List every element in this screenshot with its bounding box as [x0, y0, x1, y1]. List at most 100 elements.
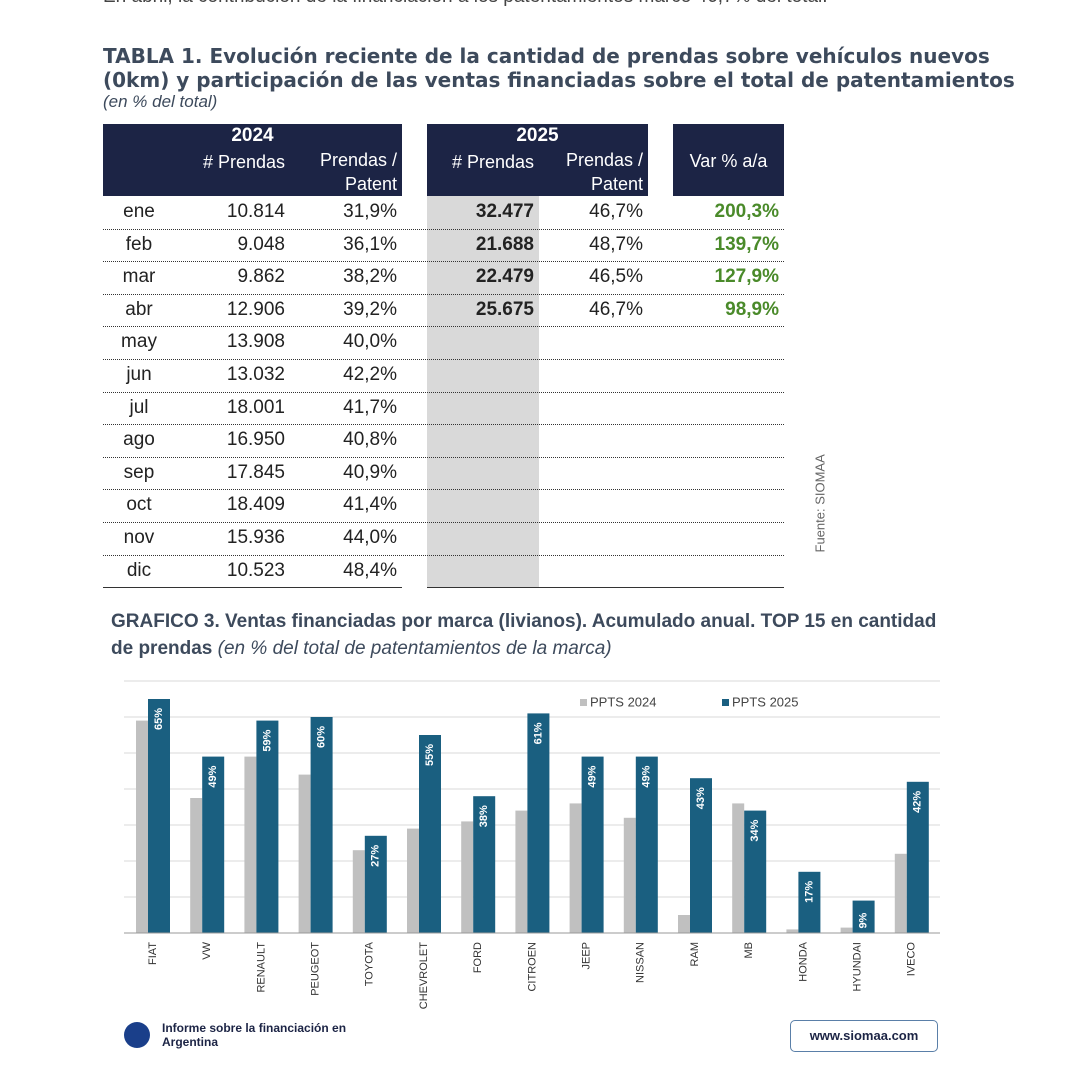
data-label: 43% [695, 787, 707, 809]
bar [569, 803, 582, 933]
x-tick-label: VW [201, 941, 213, 959]
chart: 65% FIAT 49% VW 59% RENAULT 60% PEUGEOT 27% TOYOT… [124, 680, 940, 1009]
table-cell: 10.814 [226, 201, 285, 222]
x-tick-label: JEEP [581, 942, 593, 970]
row-separator [103, 359, 784, 360]
bar [256, 720, 279, 933]
table-cell: dic [126, 559, 152, 581]
logo [124, 1022, 150, 1048]
row-separator [103, 293, 784, 295]
bar [515, 810, 528, 933]
chart-title: GRAFICO 3. Ventas financiadas por marca … [111, 611, 937, 659]
table-cell: 39,2% [343, 298, 397, 320]
bar [690, 778, 712, 933]
bar [407, 828, 419, 933]
brand: Informe sobre la financiación en Argenti… [162, 1021, 347, 1049]
table-cell: 139,7% [714, 233, 779, 255]
year-header: 2024 [231, 125, 274, 146]
row-separator [103, 261, 784, 263]
bar [202, 756, 225, 933]
bar [581, 756, 604, 933]
data-label: 60% [316, 726, 328, 748]
table-cell: 200,3% [714, 201, 779, 222]
x-tick-label: HONDA [797, 941, 809, 981]
table-cell: 46,7% [589, 298, 643, 320]
data-label: 49% [641, 765, 653, 787]
table-cell: 18.001 [226, 396, 285, 418]
header-block [427, 124, 648, 196]
row-separator [103, 554, 784, 556]
data-label: 65% [153, 708, 165, 730]
url[interactable]: www.siomaa.com [790, 1020, 938, 1052]
legend-label: PPTS 2024 [590, 694, 657, 709]
x-tick-label: RENAULT [255, 942, 267, 993]
bar [852, 900, 875, 933]
bar [840, 927, 853, 933]
data-label: 49% [587, 765, 599, 787]
table-cell: 48,7% [589, 233, 643, 255]
data-label: 9% [858, 912, 870, 928]
table-cell: 41,4% [343, 494, 397, 516]
table-cell: 18.409 [226, 494, 285, 516]
header-block [103, 124, 402, 196]
bar [786, 929, 799, 933]
bar [352, 850, 365, 933]
data-label: 27% [370, 845, 382, 867]
table-cell: 36,1% [343, 233, 397, 255]
column-header: Prendas / Patent [319, 150, 397, 194]
year-header: 2025 [516, 125, 559, 146]
bar [310, 717, 333, 933]
table-cell: 46,5% [589, 266, 643, 288]
column-header: Prendas / Patent [565, 150, 643, 194]
table-cell: 13.032 [226, 364, 285, 385]
table-cell: 9.048 [237, 233, 285, 255]
intro-text: En abril, la contribución de la financia… [103, 0, 828, 8]
table-subtitle: (en % del total) [103, 92, 218, 111]
row-separator [103, 456, 784, 458]
table-cell: 15.936 [226, 527, 285, 548]
legend-swatch [580, 699, 587, 706]
data-label: 55% [424, 744, 436, 766]
legend-swatch [722, 699, 729, 706]
row-separator [103, 391, 784, 393]
table-cell: 40,0% [343, 331, 397, 353]
row-separator [103, 489, 784, 491]
row-separator [103, 522, 784, 523]
table-cell: mar [122, 266, 156, 288]
table-cell: 12.906 [226, 298, 285, 320]
bar [527, 713, 550, 933]
x-tick-label: FORD [472, 942, 484, 973]
x-tick-label: FIAT [147, 942, 159, 965]
table-cell: sep [123, 461, 155, 483]
x-tick-label: RAM [689, 942, 701, 966]
legend-label: PPTS 2025 [732, 694, 799, 709]
bar [364, 835, 387, 933]
bar [298, 774, 311, 933]
data-label: 17% [803, 881, 815, 903]
bar [678, 915, 690, 933]
table-cell: 38,2% [343, 266, 397, 288]
bar [798, 871, 821, 933]
table-cell: 9.862 [237, 266, 285, 288]
bar [744, 810, 767, 933]
table-title: TABLA 1. Evolución reciente de la cantid… [103, 44, 1015, 92]
table-cell: 40,8% [343, 429, 397, 451]
table-cell: jun [126, 364, 152, 385]
table-bottom [427, 587, 784, 589]
data-label: 42% [912, 791, 924, 813]
data-label: 34% [749, 819, 761, 841]
table-cell: 13.908 [226, 331, 285, 353]
table-cell: 22.479 [475, 266, 534, 288]
table-cell: 41,7% [343, 396, 397, 418]
row-separator [103, 424, 784, 426]
table-cell: may [121, 331, 157, 353]
column-header: # Prendas [451, 152, 534, 172]
x-tick-label: HYUNDAI [852, 942, 864, 992]
table-cell: 98,9% [725, 298, 779, 320]
table-cell: ene [123, 201, 155, 222]
table-cell: abr [125, 298, 153, 320]
bar [148, 699, 170, 933]
bar [894, 853, 907, 933]
header-block [673, 124, 784, 196]
